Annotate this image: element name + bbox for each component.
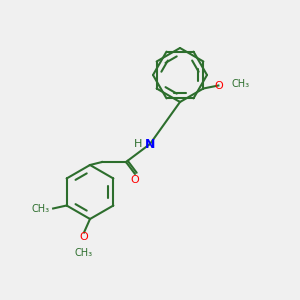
Text: O: O: [214, 80, 223, 91]
Text: N: N: [145, 137, 155, 151]
Text: O: O: [80, 232, 88, 242]
Text: H: H: [134, 139, 142, 149]
Text: CH₃: CH₃: [75, 248, 93, 257]
Text: CH₃: CH₃: [32, 203, 50, 214]
Text: O: O: [130, 175, 140, 185]
Text: CH₃: CH₃: [232, 79, 250, 89]
